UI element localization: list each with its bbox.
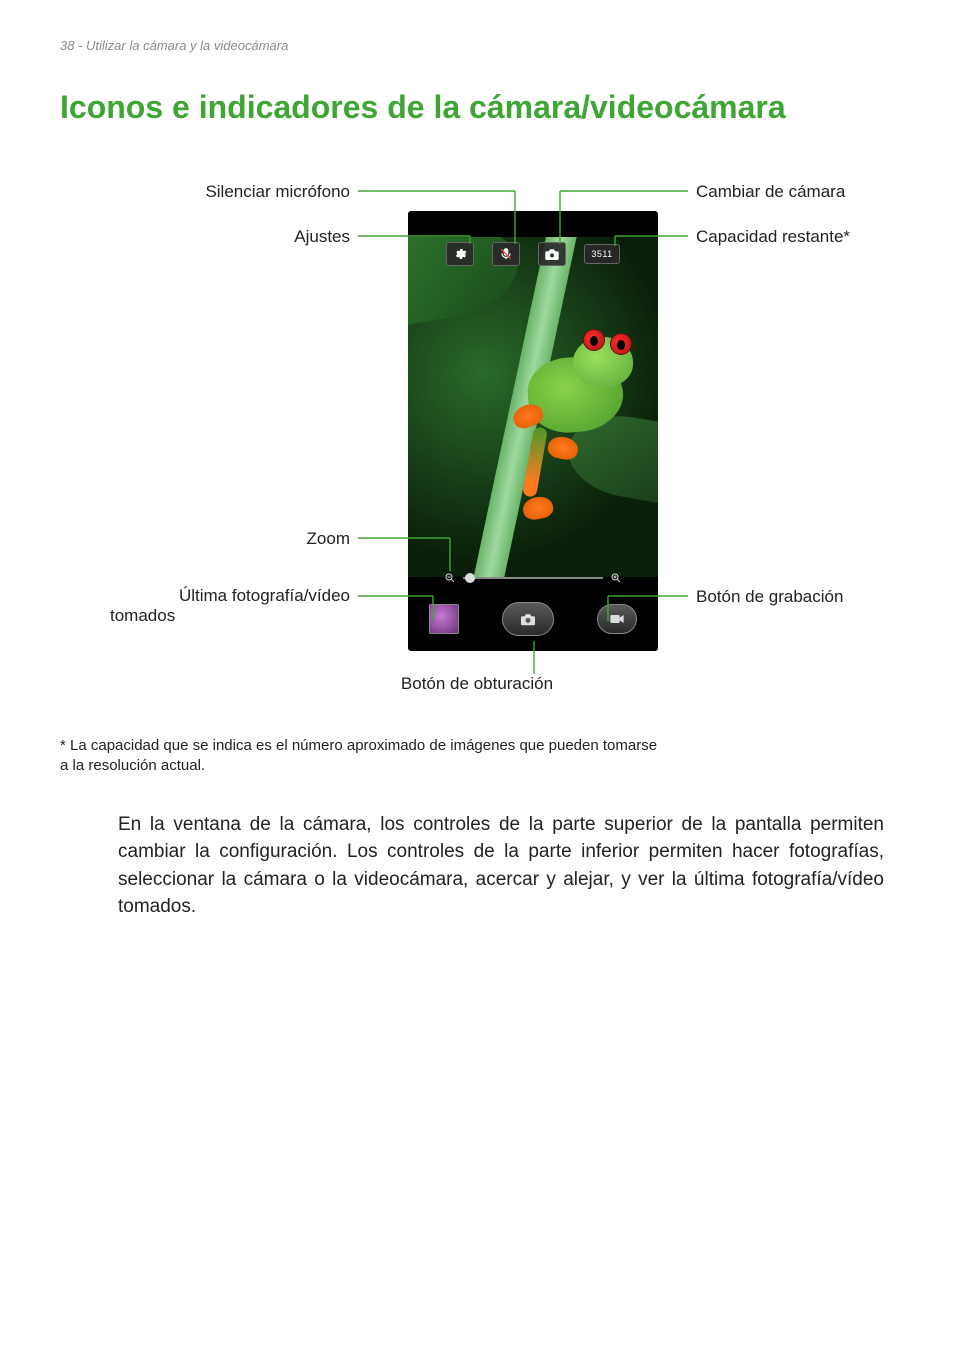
callout-last-shot-line1: Última fotografía/vídeo xyxy=(179,586,350,605)
callout-mute-mic: Silenciar micrófono xyxy=(60,182,350,202)
callout-last-shot-line2: tomados xyxy=(60,606,350,626)
shutter-button[interactable] xyxy=(502,602,554,636)
callout-remaining: Capacidad restante* xyxy=(696,227,850,247)
callout-zoom: Zoom xyxy=(60,529,350,549)
footnote-line2: a la resolución actual. xyxy=(60,756,894,776)
callout-settings: Ajustes xyxy=(60,227,350,247)
page-header: 38 - Utilizar la cámara y la videocámara xyxy=(60,38,894,53)
zoom-slider[interactable] xyxy=(408,567,658,589)
camera-diagram: 3511 xyxy=(60,176,894,696)
mute-mic-icon[interactable] xyxy=(492,242,520,266)
frog-eye-shape xyxy=(610,333,632,355)
zoom-thumb[interactable] xyxy=(465,573,475,583)
switch-camera-icon[interactable] xyxy=(538,242,566,266)
record-button[interactable] xyxy=(597,604,637,634)
page-title: Iconos e indicadores de la cámara/videoc… xyxy=(60,89,894,126)
footnote-line1: * La capacidad que se indica es el númer… xyxy=(60,736,894,756)
bottom-button-bar xyxy=(408,597,658,641)
remaining-capacity-badge: 3511 xyxy=(584,244,620,264)
callout-switch-camera: Cambiar de cámara xyxy=(696,182,845,202)
last-photo-thumbnail[interactable] xyxy=(429,604,459,634)
callout-shutter: Botón de obturación xyxy=(60,674,894,694)
zoom-in-icon[interactable] xyxy=(609,571,623,585)
body-paragraph: En la ventana de la cámara, los controle… xyxy=(60,811,894,921)
zoom-track[interactable] xyxy=(463,577,603,579)
callout-record: Botón de grabación xyxy=(696,587,843,607)
callout-last-shot: Última fotografía/vídeo tomados xyxy=(60,586,350,626)
page: 38 - Utilizar la cámara y la videocámara… xyxy=(0,0,954,1352)
frog-eye-shape xyxy=(583,329,605,351)
zoom-out-icon[interactable] xyxy=(443,571,457,585)
phone-mock: 3511 xyxy=(408,211,658,651)
top-icon-bar: 3511 xyxy=(408,239,658,269)
footnote: * La capacidad que se indica es el númer… xyxy=(60,736,894,777)
viewfinder xyxy=(408,237,658,577)
settings-icon[interactable] xyxy=(446,242,474,266)
